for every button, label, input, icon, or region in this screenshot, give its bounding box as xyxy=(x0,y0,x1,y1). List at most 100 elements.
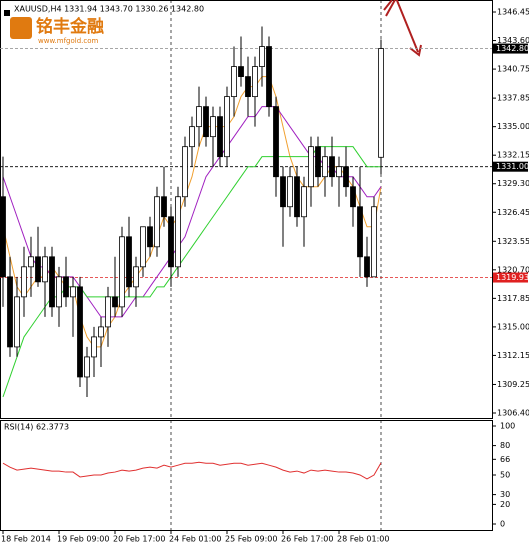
price-box-label: 1331.00 xyxy=(496,162,529,171)
rsi-tick-label: 80 xyxy=(500,441,510,450)
moving-average xyxy=(2,146,381,398)
price-box xyxy=(493,272,528,283)
rsi-tick-label: 30 xyxy=(500,490,510,499)
candle-body xyxy=(175,196,181,268)
y-tick-label: 1329.30 xyxy=(497,179,529,188)
logo-icon xyxy=(10,17,32,39)
annotation-arrow xyxy=(383,0,422,57)
candle-body xyxy=(14,296,20,348)
logo-url: www.mfgold.com xyxy=(38,37,99,45)
candle-body xyxy=(161,196,167,218)
rsi-tick-label: 20 xyxy=(500,500,510,509)
candle-body xyxy=(0,196,6,278)
candle-body xyxy=(301,186,307,218)
candle-body xyxy=(91,336,97,358)
candle-body xyxy=(112,296,118,308)
price-box-label: 1342.80 xyxy=(496,44,529,53)
y-tick-label: 1343.60 xyxy=(497,36,529,45)
candle-body xyxy=(203,106,209,138)
y-tick-label: 1320.70 xyxy=(497,265,529,274)
rsi-line xyxy=(2,461,382,480)
candle-body xyxy=(315,146,321,178)
y-tick-label: 1326.45 xyxy=(497,208,529,217)
y-tick-label: 1315.00 xyxy=(497,322,529,331)
candle-body xyxy=(273,106,279,178)
y-tick-label: 1332.15 xyxy=(497,151,529,160)
candle-body xyxy=(28,256,34,268)
candle-body xyxy=(371,206,377,278)
y-tick-label: 1335.00 xyxy=(497,122,529,131)
x-tick-label: 19 Feb 09:00 xyxy=(57,535,109,544)
rsi-frame xyxy=(0,420,493,531)
candle-body xyxy=(70,286,76,298)
candle-body xyxy=(168,216,174,268)
y-tick-label: 1323.55 xyxy=(497,237,529,246)
candle-body xyxy=(63,276,69,298)
x-tick-label: 24 Feb 01:00 xyxy=(169,535,221,544)
candle-body xyxy=(217,116,223,158)
candle-body xyxy=(77,286,83,378)
candle-body xyxy=(287,176,293,208)
candle-body xyxy=(252,66,258,98)
rsi-tick-label: 0 xyxy=(500,520,505,529)
x-tick-label: 28 Feb 01:00 xyxy=(337,535,389,544)
candle-body xyxy=(336,166,342,178)
candle-body xyxy=(245,76,251,98)
candle-body xyxy=(350,186,356,208)
candle-body xyxy=(378,48,384,158)
x-tick-label: 26 Feb 17:00 xyxy=(281,535,333,544)
candle-body xyxy=(21,266,27,298)
candle-body xyxy=(210,116,216,138)
y-tick-label: 1346.45 xyxy=(497,8,529,17)
candle-body xyxy=(343,166,349,188)
candle-body xyxy=(126,236,132,288)
candle-body xyxy=(182,146,188,198)
rsi-tick-label: 100 xyxy=(500,422,515,431)
candle-body xyxy=(119,236,125,308)
candle-body xyxy=(42,256,48,283)
x-tick-label: 25 Feb 09:00 xyxy=(225,535,277,544)
candle-body xyxy=(105,296,111,328)
candle-body xyxy=(364,256,370,278)
candle-body xyxy=(238,66,244,77)
candle-body xyxy=(98,326,104,338)
x-tick-label: 20 Feb 17:00 xyxy=(113,535,165,544)
y-tick-label: 1337.85 xyxy=(497,94,529,103)
candle-body xyxy=(7,276,13,348)
candle-body xyxy=(133,266,139,288)
y-tick-label: 1312.15 xyxy=(497,351,529,360)
candle-body xyxy=(294,176,300,218)
y-tick-label: 1317.85 xyxy=(497,294,529,303)
price-box-label: 1319.93 xyxy=(496,273,529,282)
candle-body xyxy=(224,96,230,158)
candle-body xyxy=(154,196,160,248)
candle-body xyxy=(84,356,90,378)
rsi-title: RSI(14) 62.3773 xyxy=(4,423,69,432)
candle-body xyxy=(357,206,363,258)
y-tick-label: 1340.75 xyxy=(497,65,529,74)
candle-body xyxy=(189,126,195,148)
candle-body xyxy=(259,46,265,67)
price-frame xyxy=(0,0,493,419)
candle-body xyxy=(35,256,41,283)
candle-body xyxy=(329,156,335,178)
price-box xyxy=(493,161,528,172)
candle-body xyxy=(56,276,62,308)
rsi-tick-label: 66 xyxy=(500,455,510,464)
price-box xyxy=(493,43,528,54)
candle-body xyxy=(196,106,202,128)
candle-body xyxy=(231,66,237,98)
candle-body xyxy=(280,176,286,208)
rsi-tick-label: 50 xyxy=(500,471,510,480)
candle-body xyxy=(308,146,314,188)
y-tick-label: 1309.25 xyxy=(497,380,529,389)
y-tick-label: 1306.40 xyxy=(497,408,529,417)
candle-body xyxy=(147,226,153,248)
candle-body xyxy=(266,46,272,108)
chart-title: XAUUSD,H4 1331.94 1343.70 1330.26 1342.8… xyxy=(14,5,204,14)
x-tick-label: 18 Feb 2014 xyxy=(1,535,51,544)
candle-body xyxy=(140,226,146,268)
candle-body xyxy=(322,156,328,178)
logo-text: 铭丰金融 xyxy=(36,16,104,37)
